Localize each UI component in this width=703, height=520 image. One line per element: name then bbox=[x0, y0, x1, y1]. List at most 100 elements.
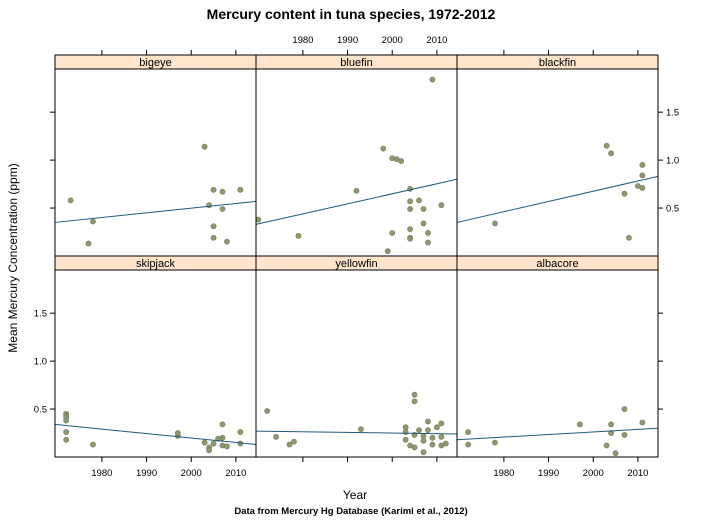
point-yellowfin-21 bbox=[433, 424, 440, 431]
point-blackfin-8 bbox=[639, 161, 646, 168]
strip-label-skipjack: skipjack bbox=[136, 258, 176, 270]
point-yellowfin-6 bbox=[402, 429, 409, 435]
x-tick-label-bottom-2-2: 2000 bbox=[583, 468, 604, 479]
point-yellowfin-20 bbox=[429, 434, 436, 441]
x-tick-label-bottom-0-3: 2010 bbox=[225, 468, 246, 479]
x-tick-label-bottom-2-1: 1990 bbox=[538, 468, 559, 479]
point-skipjack-3 bbox=[63, 417, 70, 424]
x-tick-label-top-1-0: 1980 bbox=[292, 35, 313, 46]
x-tick-label-top-1-3: 2010 bbox=[426, 35, 447, 46]
point-albacore-10 bbox=[639, 419, 646, 426]
point-blackfin-4 bbox=[626, 234, 632, 241]
point-albacore-0 bbox=[465, 429, 472, 435]
point-blackfin-3 bbox=[621, 190, 628, 197]
x-tick-label-top-1-1: 1990 bbox=[337, 35, 358, 46]
point-skipjack-5 bbox=[63, 436, 70, 443]
point-bluefin-21 bbox=[438, 202, 445, 209]
fit-line-skipjack bbox=[54, 423, 257, 446]
point-yellowfin-15 bbox=[420, 437, 427, 444]
point-bigeye-10 bbox=[219, 188, 226, 195]
point-albacore-1 bbox=[465, 441, 472, 448]
strip-label-albacore: albacore bbox=[536, 258, 578, 270]
x-tick-label-bottom-0-0: 1980 bbox=[91, 468, 112, 479]
x-tick-label-bottom-0-1: 1990 bbox=[136, 468, 157, 479]
panel-albacore: albacore bbox=[456, 255, 659, 457]
point-bluefin-12 bbox=[407, 226, 413, 233]
point-yellowfin-2 bbox=[286, 441, 293, 448]
panel-yellowfin: yellowfin bbox=[255, 255, 458, 456]
point-yellowfin-16 bbox=[420, 433, 427, 439]
point-bigeye-9 bbox=[224, 238, 230, 245]
x-tick-label-bottom-0-2: 2000 bbox=[181, 468, 202, 479]
panel-bigeye: bigeye bbox=[54, 54, 257, 247]
point-bluefin-20 bbox=[429, 76, 436, 83]
point-bluefin-14 bbox=[407, 235, 413, 242]
point-bluefin-15 bbox=[416, 197, 422, 204]
point-yellowfin-17 bbox=[425, 427, 431, 434]
point-yellowfin-25 bbox=[442, 440, 449, 447]
panels-layer: bigeye bluefin blackfin skipjack yellowfin al… bbox=[54, 54, 659, 457]
point-bigeye-2 bbox=[85, 240, 92, 247]
point-bigeye-5 bbox=[210, 186, 217, 193]
y-tick-label-left-2: 1.5 bbox=[34, 309, 47, 320]
point-bigeye-4 bbox=[206, 202, 212, 209]
point-bluefin-5 bbox=[389, 230, 396, 236]
point-bluefin-1 bbox=[295, 232, 302, 239]
chart-title: Mercury content in tuna species, 1972-20… bbox=[207, 6, 496, 22]
fit-line-bigeye bbox=[54, 200, 257, 223]
point-bluefin-2 bbox=[353, 187, 360, 194]
point-yellowfin-18 bbox=[425, 418, 431, 425]
chart-caption: Data from Mercury Hg Database (Karimi et… bbox=[234, 506, 467, 517]
point-yellowfin-3 bbox=[291, 438, 297, 445]
point-yellowfin-13 bbox=[416, 427, 422, 434]
point-albacore-3 bbox=[576, 421, 583, 428]
point-skipjack-6 bbox=[90, 441, 96, 448]
point-yellowfin-12 bbox=[411, 391, 418, 398]
axes-layer: 1980 1980 1980 1990 1990 1990 2000 2000 2000 2010… bbox=[34, 35, 679, 479]
panel-blackfin: blackfin bbox=[456, 54, 659, 241]
panel-bluefin: bluefin bbox=[255, 54, 458, 255]
point-albacore-8 bbox=[621, 406, 628, 412]
x-tick-label-bottom-2-3: 2010 bbox=[627, 468, 648, 479]
point-bigeye-0 bbox=[67, 197, 74, 204]
strip-label-blackfin: blackfin bbox=[539, 57, 576, 69]
strip-label-yellowfin: yellowfin bbox=[335, 258, 377, 270]
point-yellowfin-5 bbox=[402, 424, 409, 431]
point-albacore-4 bbox=[603, 442, 610, 449]
point-bluefin-11 bbox=[407, 206, 413, 212]
fit-line-albacore bbox=[456, 427, 659, 441]
x-tick-label-top-1-2: 2000 bbox=[382, 35, 403, 46]
point-skipjack-19 bbox=[237, 429, 244, 435]
point-blackfin-2 bbox=[608, 150, 614, 157]
strip-label-bluefin: bluefin bbox=[340, 57, 372, 69]
point-blackfin-6 bbox=[639, 185, 646, 191]
panel-skipjack: skipjack bbox=[54, 255, 257, 454]
point-blackfin-7 bbox=[639, 172, 646, 179]
y-tick-label-left-1: 1.0 bbox=[34, 357, 47, 368]
point-skipjack-4 bbox=[63, 429, 70, 435]
point-bluefin-19 bbox=[425, 239, 431, 246]
point-skipjack-9 bbox=[201, 439, 208, 446]
point-bluefin-3 bbox=[380, 145, 387, 152]
point-albacore-9 bbox=[621, 432, 628, 438]
point-skipjack-15 bbox=[219, 434, 226, 441]
strip-label-bigeye: bigeye bbox=[139, 57, 171, 69]
point-bigeye-11 bbox=[237, 186, 244, 193]
point-albacore-5 bbox=[608, 421, 614, 428]
point-skipjack-11 bbox=[206, 447, 212, 454]
point-albacore-2 bbox=[492, 439, 498, 446]
point-bigeye-7 bbox=[210, 234, 217, 241]
point-yellowfin-24 bbox=[438, 420, 445, 427]
point-bluefin-10 bbox=[407, 198, 413, 205]
point-bluefin-18 bbox=[425, 230, 431, 236]
x-axis-label: Year bbox=[343, 488, 367, 502]
point-skipjack-17 bbox=[224, 443, 230, 450]
point-yellowfin-23 bbox=[438, 433, 445, 440]
fit-line-blackfin bbox=[456, 175, 659, 223]
point-skipjack-16 bbox=[219, 421, 226, 428]
fit-line-bluefin bbox=[255, 178, 458, 225]
fit-line-yellowfin bbox=[255, 430, 458, 435]
point-albacore-7 bbox=[612, 450, 619, 457]
point-blackfin-0 bbox=[492, 220, 498, 227]
